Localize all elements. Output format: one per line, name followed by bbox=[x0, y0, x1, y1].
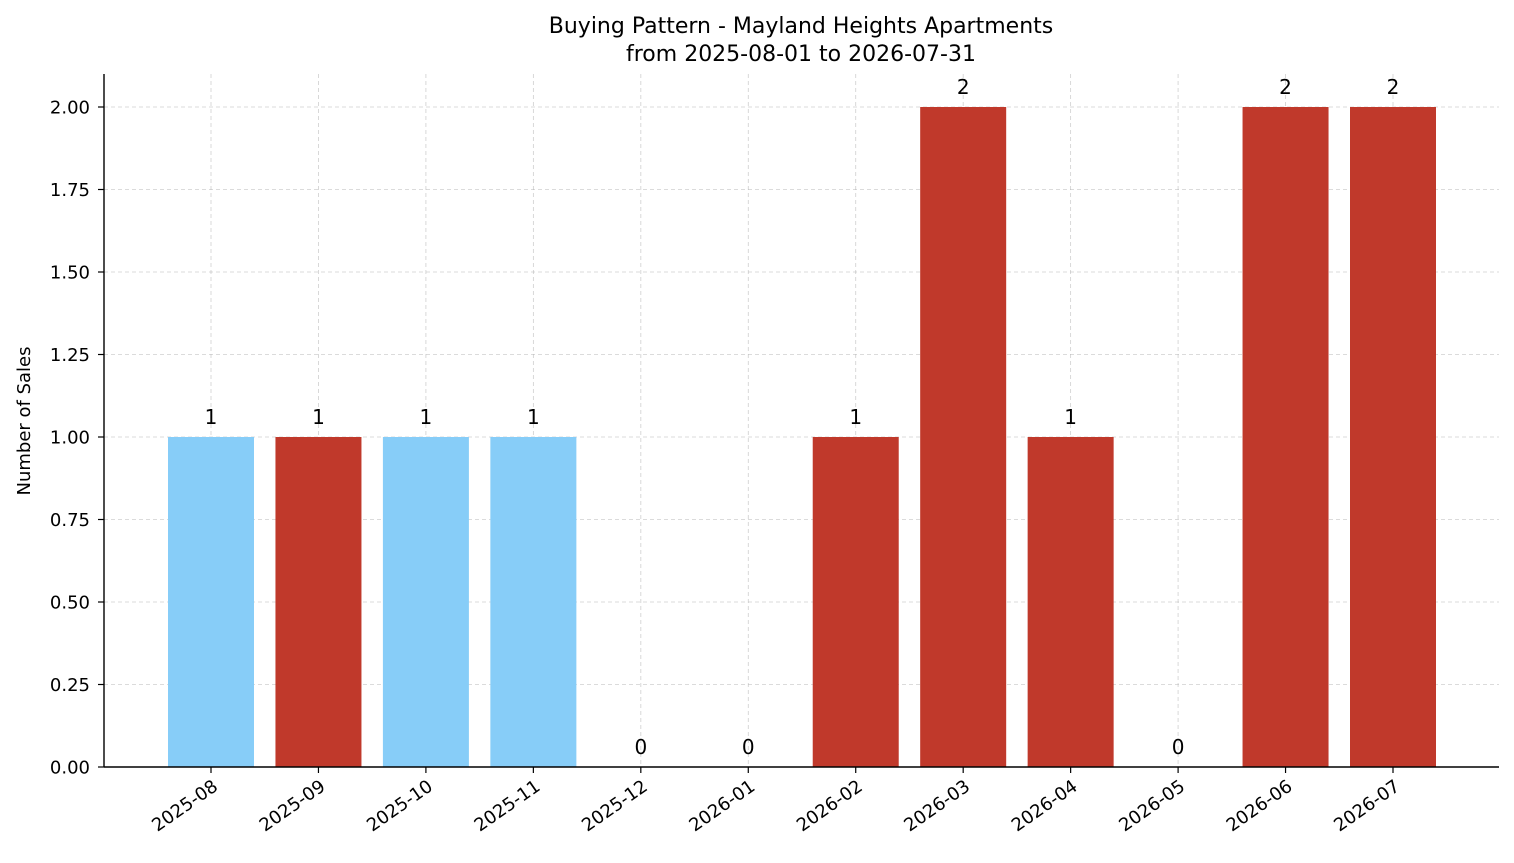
y-tick-label: 1.75 bbox=[50, 180, 90, 201]
data-label-2026-02: 1 bbox=[849, 405, 862, 429]
y-tick-label: 1.50 bbox=[50, 263, 90, 284]
y-tick-label: 0.75 bbox=[50, 510, 90, 531]
x-tick-label-2026-01: 2026-01 bbox=[685, 776, 759, 836]
bar-2025-09 bbox=[275, 437, 362, 767]
x-tick-label-2026-07: 2026-07 bbox=[1330, 776, 1404, 836]
x-tick-label-2025-09: 2025-09 bbox=[256, 776, 330, 836]
bar-2026-04 bbox=[1027, 437, 1114, 767]
x-axis-ticks: 2025-08 2025-09 2025-10 2025-11 2025-12 2026-… bbox=[148, 767, 1404, 836]
bar-2025-10 bbox=[382, 437, 469, 767]
bar-2026-07 bbox=[1350, 107, 1436, 767]
data-label-2026-01: 0 bbox=[742, 735, 755, 759]
y-tick-label: 0.50 bbox=[50, 593, 90, 614]
x-tick-label-2025-08: 2025-08 bbox=[148, 776, 222, 836]
x-tick-label-2025-11: 2025-11 bbox=[471, 776, 545, 836]
data-label-2025-12: 0 bbox=[634, 735, 647, 759]
y-tick-label: 1.25 bbox=[50, 345, 90, 366]
bar-2025-08 bbox=[168, 437, 254, 767]
data-label-2026-04: 1 bbox=[1064, 405, 1077, 429]
x-tick-label-2026-04: 2026-04 bbox=[1008, 776, 1082, 836]
bar-2025-11 bbox=[490, 437, 577, 767]
data-label-2026-05: 0 bbox=[1172, 735, 1185, 759]
bar-2026-02 bbox=[812, 437, 899, 767]
data-labels: 1 1 1 1 0 0 1 2 1 0 2 2 bbox=[205, 75, 1400, 759]
y-tick-label: 0.25 bbox=[50, 675, 90, 696]
x-tick-label-2026-02: 2026-02 bbox=[793, 776, 867, 836]
bar-2026-06 bbox=[1242, 107, 1329, 767]
chart-subtitle: from 2025-08-01 to 2026-07-31 bbox=[626, 42, 976, 67]
x-tick-label-2026-03: 2026-03 bbox=[900, 776, 974, 836]
chart-title: Buying Pattern - Mayland Heights Apartme… bbox=[549, 14, 1053, 39]
data-label-2026-03: 2 bbox=[957, 75, 970, 99]
data-label-2025-10: 1 bbox=[420, 405, 433, 429]
y-tick-label: 2.00 bbox=[50, 98, 90, 119]
x-tick-label-2026-06: 2026-06 bbox=[1223, 776, 1297, 836]
y-axis-ticks: 0.00 0.25 0.50 0.75 1.00 1.25 1.50 1.75 2.00 bbox=[50, 98, 104, 779]
data-label-2025-09: 1 bbox=[312, 405, 325, 429]
y-tick-label: 0.00 bbox=[50, 758, 90, 779]
data-label-2025-08: 1 bbox=[205, 405, 218, 429]
data-label-2025-11: 1 bbox=[527, 405, 540, 429]
y-axis-label: Number of Sales bbox=[14, 346, 35, 495]
x-tick-label-2025-12: 2025-12 bbox=[578, 776, 652, 836]
x-tick-label-2026-05: 2026-05 bbox=[1115, 776, 1189, 836]
data-label-2026-07: 2 bbox=[1387, 75, 1400, 99]
x-tick-label-2025-10: 2025-10 bbox=[363, 776, 437, 836]
y-tick-label: 1.00 bbox=[50, 428, 90, 449]
data-label-2026-06: 2 bbox=[1279, 75, 1292, 99]
bar-2026-03 bbox=[920, 107, 1007, 767]
bars bbox=[168, 107, 1436, 767]
